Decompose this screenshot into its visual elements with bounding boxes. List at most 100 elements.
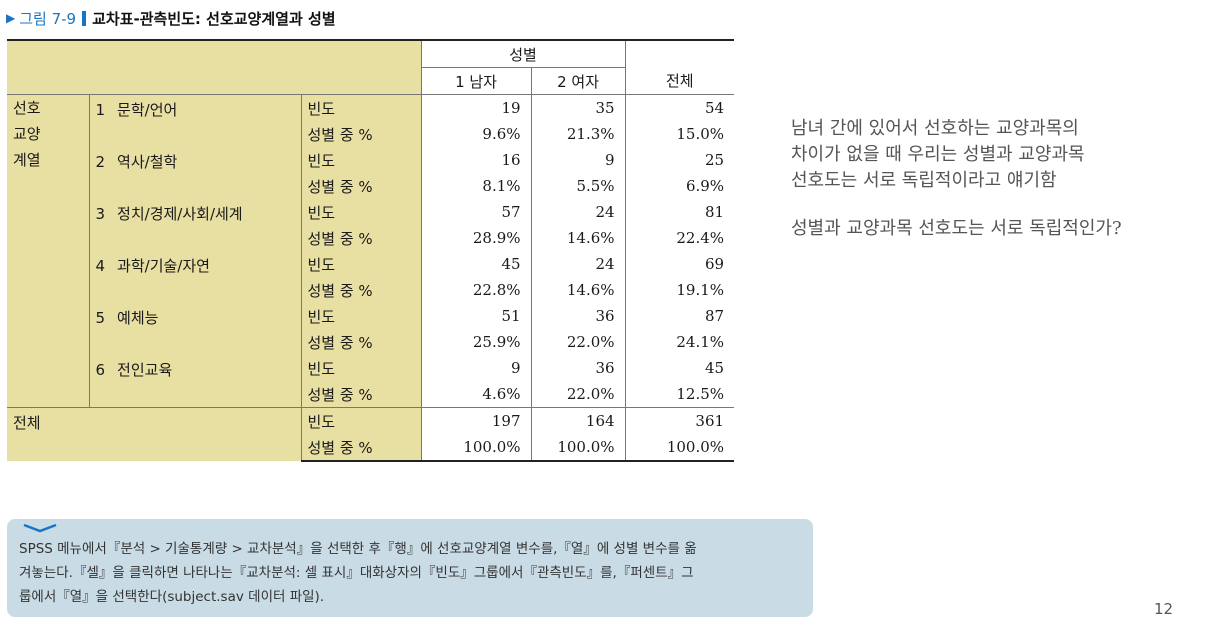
stat-label-pct: 성별 중 % bbox=[300, 434, 422, 462]
freq-female: 36 bbox=[530, 355, 626, 381]
category-name: 문학/언어 bbox=[117, 101, 178, 119]
pct-female: 22.0% bbox=[530, 381, 626, 408]
figure-number: 그림 7-9 bbox=[19, 9, 77, 28]
freq-total: 87 bbox=[625, 303, 735, 329]
stat-label-freq: 빈도 bbox=[300, 251, 422, 277]
row-group-label-line: 선호 bbox=[13, 99, 41, 117]
total-freq-female: 164 bbox=[530, 407, 626, 434]
freq-male: 57 bbox=[420, 199, 532, 225]
category-name: 정치/경제/사회/세계 bbox=[117, 205, 243, 223]
category-name: 전인교육 bbox=[117, 361, 173, 379]
freq-total: 54 bbox=[625, 94, 735, 121]
category-code: 3 bbox=[95, 205, 106, 223]
note-line: 차이가 없을 때 우리는 성별과 교양과목 bbox=[791, 144, 1085, 165]
header-blank-cell bbox=[7, 39, 422, 95]
caption-divider bbox=[82, 10, 87, 26]
independence-note: 남녀 간에 있어서 선호하는 교양과목의 차이가 없을 때 우리는 성별과 교양… bbox=[791, 116, 1122, 242]
stat-label-pct: 성별 중 % bbox=[300, 121, 422, 147]
total-freq-total: 361 bbox=[625, 407, 735, 434]
instruction-line: 룹에서『열』을 선택한다(subject.sav 데이터 파일). bbox=[19, 589, 325, 605]
freq-male: 45 bbox=[420, 251, 532, 277]
figure-title: 교차표-관측빈도: 선호교양계열과 성별 bbox=[92, 9, 336, 28]
note-line: 선호도는 서로 독립적이라고 얘기함 bbox=[791, 170, 1057, 191]
stat-label-pct: 성별 중 % bbox=[300, 277, 422, 303]
header-blank-cell bbox=[625, 39, 735, 68]
pct-female: 22.0% bbox=[530, 329, 626, 355]
category-label: 2 역사/철학 bbox=[88, 147, 301, 199]
freq-male: 9 bbox=[420, 355, 532, 381]
play-arrow-icon: ▶ bbox=[6, 11, 16, 25]
category-label: 6 전인교육 bbox=[88, 355, 301, 408]
stat-label-freq: 빈도 bbox=[300, 407, 422, 434]
pct-female: 5.5% bbox=[530, 173, 626, 199]
category-name: 역사/철학 bbox=[117, 153, 178, 171]
col-header-total: 전체 bbox=[625, 67, 735, 95]
category-label: 4 과학/기술/자연 bbox=[88, 251, 301, 303]
stat-label-freq: 빈도 bbox=[300, 94, 422, 121]
stat-label-freq: 빈도 bbox=[300, 303, 422, 329]
figure-caption: ▶ 그림 7-9 교차표-관측빈도: 선호교양계열과 성별 bbox=[6, 6, 336, 30]
stat-label-pct: 성별 중 % bbox=[300, 329, 422, 355]
row-group-label-line: 계열 bbox=[13, 151, 41, 169]
pct-male: 22.8% bbox=[420, 277, 532, 303]
stat-label-freq: 빈도 bbox=[300, 199, 422, 225]
row-group-label: 선호 교양 계열 bbox=[7, 94, 89, 408]
freq-male: 51 bbox=[420, 303, 532, 329]
instruction-line: SPSS 메뉴에서『분석 > 기술통계량 > 교차분석』을 선택한 후『행』에 … bbox=[19, 541, 697, 557]
pct-female: 14.6% bbox=[530, 277, 626, 303]
total-freq-male: 197 bbox=[420, 407, 532, 434]
stat-label-pct: 성별 중 % bbox=[300, 381, 422, 408]
category-label: 1 문학/언어 bbox=[88, 94, 301, 147]
pct-total: 19.1% bbox=[625, 277, 735, 303]
pct-male: 8.1% bbox=[420, 173, 532, 199]
note-line: 남녀 간에 있어서 선호하는 교양과목의 bbox=[791, 118, 1079, 139]
category-code: 6 bbox=[95, 361, 106, 379]
total-pct-male: 100.0% bbox=[420, 434, 532, 462]
gender-header: 성별 bbox=[420, 39, 626, 68]
freq-total: 45 bbox=[625, 355, 735, 381]
category-name: 예체능 bbox=[117, 309, 159, 327]
spss-instruction-box: SPSS 메뉴에서『분석 > 기술통계량 > 교차분석』을 선택한 후『행』에 … bbox=[7, 519, 813, 617]
pct-total: 15.0% bbox=[625, 121, 735, 147]
pct-female: 21.3% bbox=[530, 121, 626, 147]
pct-female: 14.6% bbox=[530, 225, 626, 251]
freq-female: 35 bbox=[530, 94, 626, 121]
category-code: 5 bbox=[95, 309, 106, 327]
freq-total: 81 bbox=[625, 199, 735, 225]
freq-female: 24 bbox=[530, 199, 626, 225]
freq-male: 16 bbox=[420, 147, 532, 173]
col-header-female: 2 여자 bbox=[530, 67, 626, 95]
category-code: 4 bbox=[95, 257, 106, 275]
pct-male: 28.9% bbox=[420, 225, 532, 251]
chevron-down-icon bbox=[23, 523, 57, 533]
freq-female: 24 bbox=[530, 251, 626, 277]
note-question: 성별과 교양과목 선호도는 서로 독립적인가? bbox=[791, 218, 1122, 239]
crosstab-table: 성별 1 남자 2 여자 전체 선호 교양 계열 1 문학/언어 빈도 19 35 54 성별 중 % 9.… bbox=[7, 39, 735, 462]
total-pct-total: 100.0% bbox=[625, 434, 735, 462]
total-row-label: 전체 bbox=[7, 407, 301, 461]
pct-total: 24.1% bbox=[625, 329, 735, 355]
category-code: 1 bbox=[95, 101, 106, 119]
category-code: 2 bbox=[95, 153, 106, 171]
stat-label-pct: 성별 중 % bbox=[300, 225, 422, 251]
category-name: 과학/기술/자연 bbox=[117, 257, 210, 275]
page-number: 12 bbox=[1154, 600, 1174, 618]
category-label: 3 정치/경제/사회/세계 bbox=[88, 199, 301, 251]
stat-label-freq: 빈도 bbox=[300, 355, 422, 381]
pct-male: 25.9% bbox=[420, 329, 532, 355]
freq-female: 9 bbox=[530, 147, 626, 173]
category-label: 5 예체능 bbox=[88, 303, 301, 355]
freq-male: 19 bbox=[420, 94, 532, 121]
stat-label-pct: 성별 중 % bbox=[300, 173, 422, 199]
pct-total: 22.4% bbox=[625, 225, 735, 251]
instruction-line: 겨놓는다.『셀』을 클릭하면 나타나는『교차분석: 셀 표시』대화상자의『빈도』… bbox=[19, 565, 694, 581]
freq-total: 25 bbox=[625, 147, 735, 173]
freq-female: 36 bbox=[530, 303, 626, 329]
total-pct-female: 100.0% bbox=[530, 434, 626, 462]
pct-male: 4.6% bbox=[420, 381, 532, 408]
pct-male: 9.6% bbox=[420, 121, 532, 147]
freq-total: 69 bbox=[625, 251, 735, 277]
stat-label-freq: 빈도 bbox=[300, 147, 422, 173]
pct-total: 12.5% bbox=[625, 381, 735, 408]
col-header-male: 1 남자 bbox=[420, 67, 532, 95]
